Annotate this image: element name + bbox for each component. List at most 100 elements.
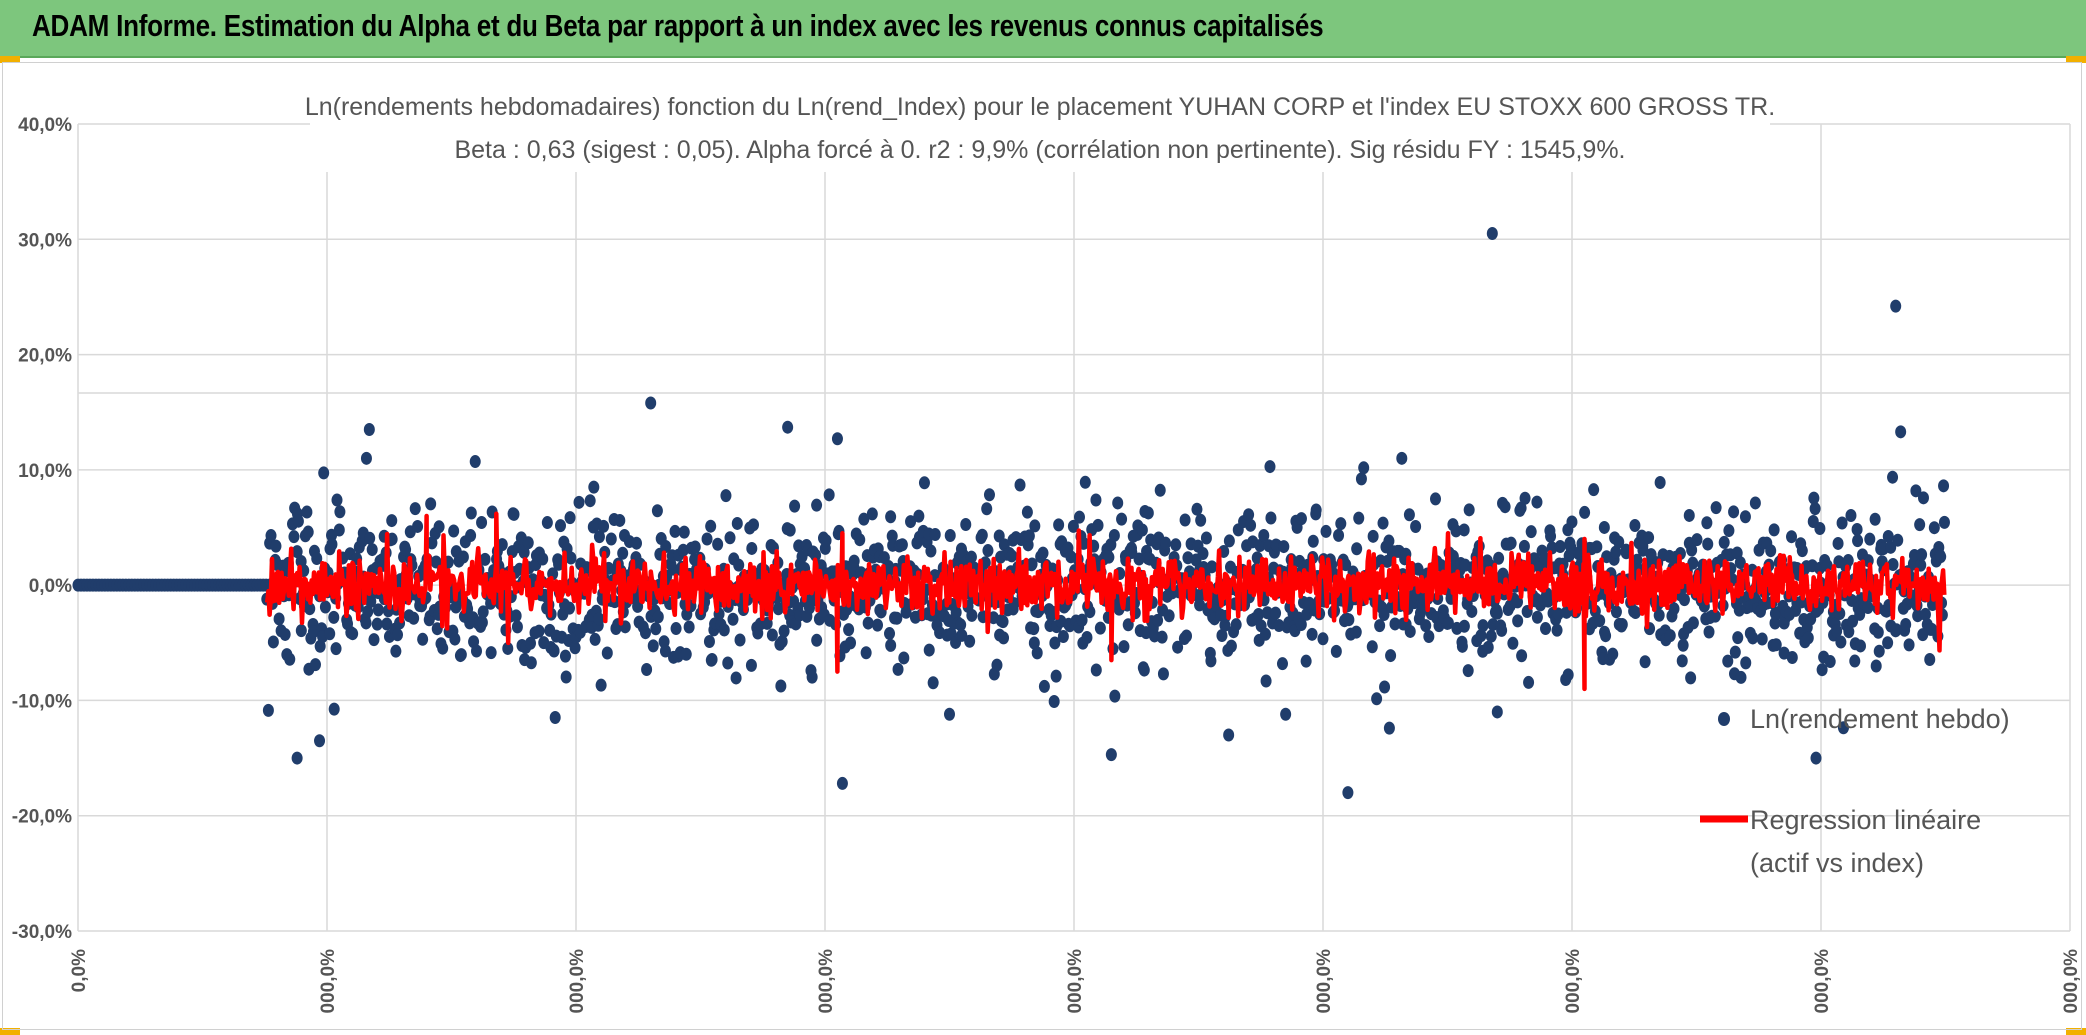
scatter-point [437, 641, 449, 655]
scatter-point [291, 545, 303, 559]
scatter-point [273, 612, 285, 626]
scatter-point [806, 670, 818, 684]
scatter-point [559, 649, 571, 663]
scatter-point [1852, 534, 1864, 548]
scatter-point [1258, 529, 1270, 543]
scatter-point [997, 615, 1009, 629]
scatter-point [304, 602, 316, 616]
scatter-point [701, 532, 713, 546]
scatter-point [470, 644, 482, 658]
axis-layer: 40,0% 30,0% 20,0% 10,0% 0,0% -10,0% -20,0% -30,… [12, 115, 2082, 1013]
scatter-point [284, 652, 296, 666]
scatter-point [1194, 598, 1206, 612]
x-tick-label: 000,0% [1065, 949, 1086, 1014]
scatter-point [469, 455, 481, 469]
scatter-point [601, 646, 613, 660]
scatter-point [1156, 630, 1168, 644]
scatter-point [983, 488, 995, 502]
scatter-point [1525, 525, 1537, 539]
scatter-point [1197, 547, 1209, 561]
scatter-point [712, 537, 724, 551]
scatter-point [502, 641, 514, 655]
scatter-point [884, 627, 896, 641]
scatter-point [1892, 533, 1904, 547]
scatter-point [1851, 522, 1863, 536]
scatter-point [457, 550, 469, 564]
scatter-point [730, 671, 742, 685]
scatter-point [417, 632, 429, 646]
scatter-point [1067, 519, 1079, 533]
scatter-point [923, 643, 935, 657]
scatter-point [955, 618, 967, 632]
scatter-point [885, 638, 897, 652]
scatter-point [288, 530, 300, 544]
scatter-point [724, 531, 736, 545]
scatter-point [476, 616, 488, 630]
scatter-point [1691, 533, 1703, 547]
scatter-point [371, 617, 383, 631]
scatter-point [950, 605, 962, 619]
scatter-point [1200, 531, 1212, 545]
scatter-point [1029, 519, 1041, 533]
scatter-point [1383, 721, 1395, 735]
scatter-point [1335, 517, 1347, 531]
scatter-point [998, 631, 1010, 645]
scatter-point [1154, 483, 1166, 497]
scatter-point [1050, 669, 1062, 683]
scatter-point [265, 529, 277, 543]
scatter-point [793, 539, 805, 553]
scatter-point [541, 516, 553, 530]
scatter-point [1053, 518, 1065, 532]
scatter-point [991, 658, 1003, 672]
scatter-point [1253, 607, 1265, 621]
scatter-point [810, 548, 822, 562]
scatter-point [1924, 653, 1936, 667]
scatter-point [1306, 627, 1318, 641]
scatter-point [1523, 675, 1535, 689]
scatter-point [1142, 506, 1154, 520]
scatter-point [891, 611, 903, 625]
scatter-point [1378, 607, 1390, 621]
scatter-point [1882, 529, 1894, 543]
scatter-point [1594, 614, 1606, 628]
y-tick-label: 0,0% [29, 576, 72, 597]
scatter-point [1278, 540, 1290, 554]
scatter-point [1519, 491, 1531, 505]
scatter-point [1485, 629, 1497, 643]
scatter-point [328, 610, 340, 624]
scatter-point [776, 635, 788, 649]
scatter-point [1108, 528, 1120, 542]
scatter-point [1531, 610, 1543, 624]
scatter-point [563, 601, 575, 615]
scatter-point [1518, 539, 1530, 553]
scatter-point [1090, 493, 1102, 507]
scatter-point [1206, 560, 1218, 574]
scatter-point [1466, 604, 1478, 618]
scatter-point [745, 658, 757, 672]
scatter-point [408, 611, 420, 625]
scatter-point [905, 515, 917, 529]
scatter-point [347, 627, 359, 641]
scatter-point [683, 620, 695, 634]
scatter-point [1845, 508, 1857, 522]
scatter-point [279, 627, 291, 641]
scatter-point [1374, 619, 1386, 633]
scatter-point [524, 636, 536, 650]
scatter-point [927, 676, 939, 690]
scatter-point [898, 651, 910, 665]
scatter-point [680, 647, 692, 661]
scatter-point [1747, 631, 1759, 645]
scatter-point [1259, 627, 1271, 641]
scatter-point [360, 451, 372, 465]
scatter-point [511, 620, 523, 634]
scatter-point [1028, 636, 1040, 650]
scatter-point [292, 514, 304, 528]
scatter-point [641, 662, 653, 676]
y-tick-label: 10,0% [18, 461, 72, 482]
scatter-point [1092, 518, 1104, 532]
scatter-point [1629, 519, 1641, 533]
scatter-point [1205, 654, 1217, 668]
scatter-point [965, 550, 977, 564]
scatter-point [1103, 550, 1115, 564]
